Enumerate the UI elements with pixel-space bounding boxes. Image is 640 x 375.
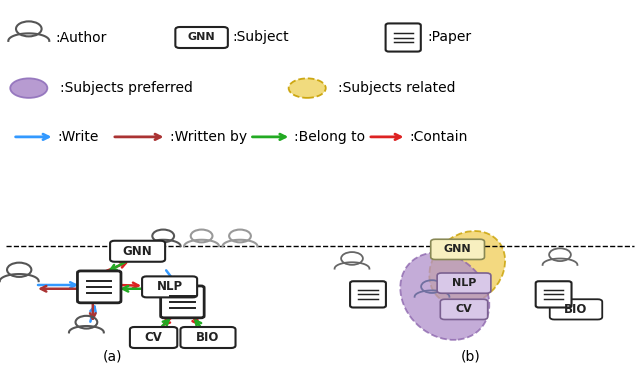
Text: :Belong to: :Belong to [294, 130, 365, 144]
FancyBboxPatch shape [536, 281, 572, 308]
Text: NLP: NLP [452, 278, 476, 288]
Text: (b): (b) [461, 349, 480, 363]
Text: BIO: BIO [564, 303, 588, 316]
FancyBboxPatch shape [350, 281, 386, 308]
FancyBboxPatch shape [175, 27, 228, 48]
FancyBboxPatch shape [77, 271, 121, 303]
Text: :Subject: :Subject [232, 30, 289, 45]
FancyBboxPatch shape [440, 299, 488, 320]
FancyBboxPatch shape [431, 239, 484, 260]
Text: CV: CV [456, 304, 472, 314]
Ellipse shape [429, 231, 505, 305]
FancyBboxPatch shape [130, 327, 177, 348]
Text: :Subjects preferred: :Subjects preferred [60, 81, 193, 95]
Text: GNN: GNN [123, 245, 152, 258]
Text: :Written by: :Written by [170, 130, 247, 144]
Text: :Write: :Write [58, 130, 99, 144]
Text: (a): (a) [102, 349, 122, 363]
Text: NLP: NLP [157, 280, 182, 293]
Ellipse shape [400, 253, 490, 340]
FancyBboxPatch shape [161, 286, 204, 318]
FancyBboxPatch shape [110, 241, 165, 262]
FancyBboxPatch shape [550, 299, 602, 320]
Text: :Paper: :Paper [428, 30, 472, 45]
Text: CV: CV [145, 331, 163, 344]
Text: GNN: GNN [444, 244, 472, 254]
FancyBboxPatch shape [180, 327, 236, 348]
FancyBboxPatch shape [385, 23, 421, 52]
Ellipse shape [289, 78, 326, 98]
Text: GNN: GNN [188, 33, 216, 42]
Text: :Contain: :Contain [410, 130, 468, 144]
FancyBboxPatch shape [142, 276, 197, 297]
Ellipse shape [10, 78, 47, 98]
FancyBboxPatch shape [437, 273, 491, 293]
Text: :Author: :Author [56, 30, 107, 45]
Text: BIO: BIO [196, 331, 220, 344]
Text: :Subjects related: :Subjects related [338, 81, 456, 95]
